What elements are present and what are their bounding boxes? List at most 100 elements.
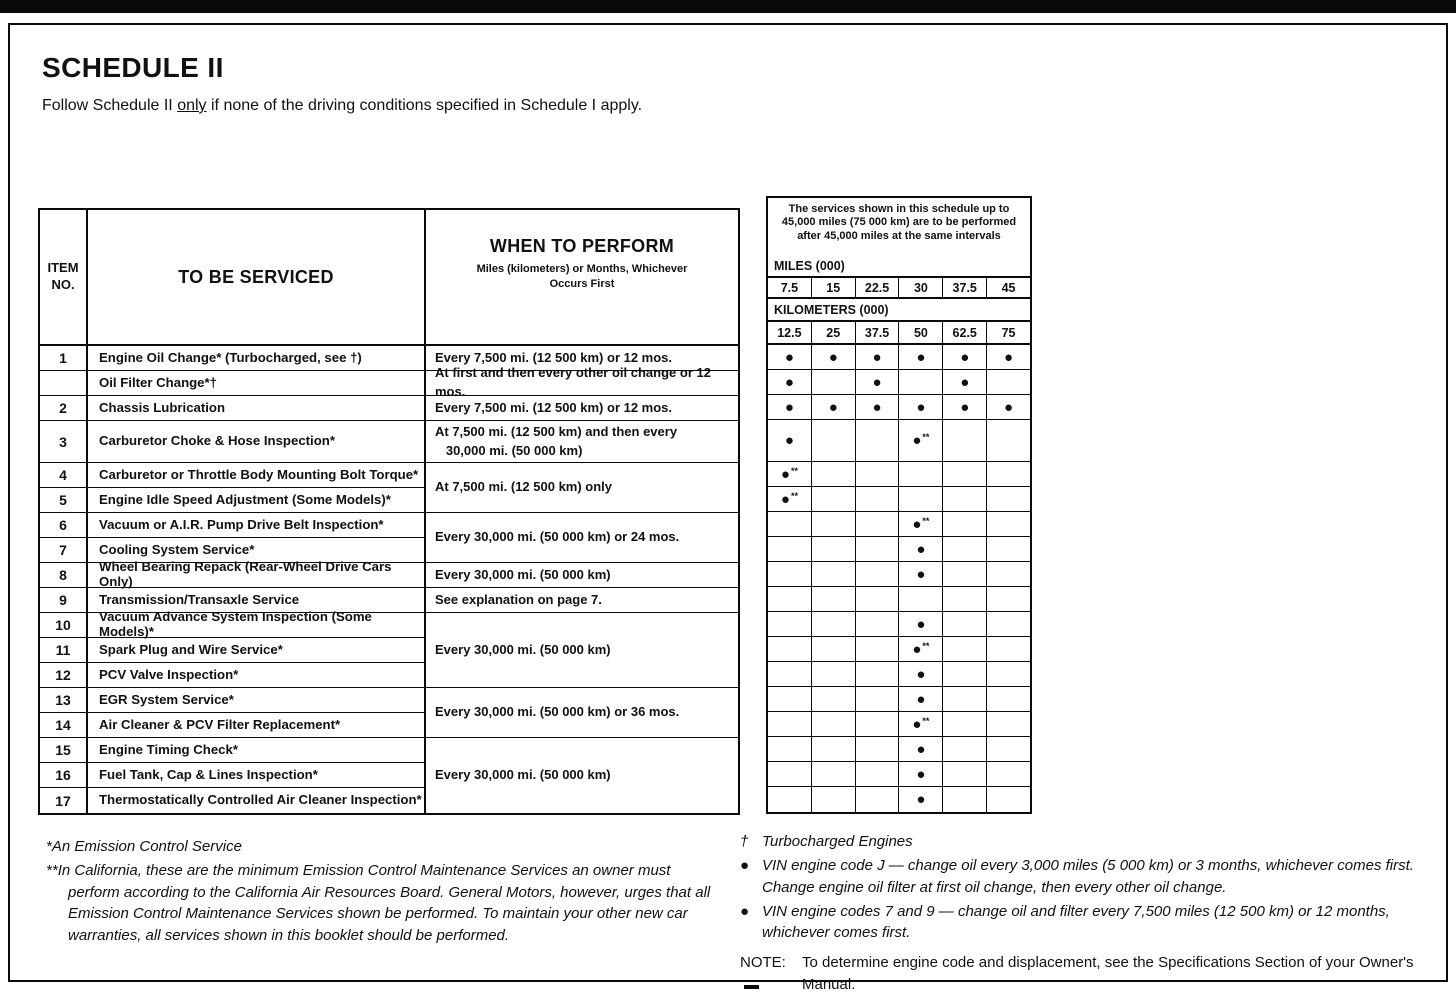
dot-cell xyxy=(812,462,856,486)
service-name-cell: Oil Filter Change*† xyxy=(88,371,426,395)
dot-cell: ● xyxy=(899,345,944,369)
dot-row: ● ** xyxy=(768,712,1030,737)
footnotes-right: † Turbocharged Engines ● VIN engine code J… xyxy=(740,831,1446,992)
dot-cell: ● xyxy=(899,537,944,561)
when-to-perform-cell: See explanation on page 7. xyxy=(426,588,738,613)
dot-cell xyxy=(943,637,988,661)
service-dot-icon: ● xyxy=(916,791,926,808)
service-dot-icon: ● xyxy=(916,348,926,366)
service-dot-icon: ● xyxy=(912,432,922,449)
dot-cell xyxy=(812,762,856,786)
table-row: 4 Carburetor or Throttle Body Mounting Bo… xyxy=(40,463,426,488)
dot-cell: ● ** xyxy=(899,512,944,536)
miles-label: MILES (000) xyxy=(774,258,845,273)
dot-cell xyxy=(856,612,900,636)
double-asterisk-marker: ** xyxy=(922,640,930,651)
dot-cell: ● ** xyxy=(768,487,812,511)
kilometers-value-cell: 75 xyxy=(1001,325,1016,340)
double-asterisk-marker: ** xyxy=(922,515,930,526)
dot-row: ● ** xyxy=(768,487,1030,512)
service-dot-icon: ● xyxy=(916,740,926,758)
service-name-cell: Carburetor or Throttle Body Mounting Bol… xyxy=(88,463,426,487)
service-rows: 1 Engine Oil Change* (Turbocharged, see †… xyxy=(40,346,426,813)
dot-cell xyxy=(812,687,856,711)
table-row: 16 Fuel Tank, Cap & Lines Inspection* xyxy=(40,763,426,788)
dot-cell xyxy=(987,612,1030,636)
service-dot-icon: ● xyxy=(912,640,922,658)
dot-cell: ● xyxy=(943,395,988,419)
dot-cell xyxy=(943,687,988,711)
when-to-perform-cell: Every 30,000 mi. (50 000 km) xyxy=(426,563,738,588)
dot-cell xyxy=(987,512,1030,536)
service-dot-icon: ● xyxy=(916,540,926,558)
kilometers-value-cell: 12.5 xyxy=(768,322,812,343)
footnote-emission: *An Emission Control Service xyxy=(46,836,722,858)
dot-cell xyxy=(856,787,900,812)
dot-cell: ● xyxy=(899,737,944,761)
item-number-cell: 10 xyxy=(40,613,88,637)
item-number-cell: 11 xyxy=(40,638,88,662)
item-number-cell: 12 xyxy=(40,663,88,687)
dot-row: ● xyxy=(768,562,1030,587)
when-to-perform-cell: Every 30,000 mi. (50 000 km) xyxy=(426,613,738,688)
service-dot-icon: ● xyxy=(1004,398,1014,416)
page-title: SCHEDULE II xyxy=(42,52,224,83)
dot-cell xyxy=(856,512,900,536)
dot-cell: ● ** xyxy=(899,637,944,661)
dot-cell: ● xyxy=(899,687,944,711)
dot-row: ● ● ** xyxy=(768,420,1030,462)
note-line: NOTE: To determine engine code and displa… xyxy=(740,952,1446,992)
dot-cell xyxy=(812,662,856,686)
dot-cell: ● xyxy=(899,662,944,686)
item-number-cell: 5 xyxy=(40,488,88,512)
double-asterisk-marker: ** xyxy=(922,715,930,726)
dagger-icon: † xyxy=(740,833,749,850)
miles-value-cell: 15 xyxy=(812,278,856,297)
service-name-cell: Wheel Bearing Repack (Rear-Wheel Drive C… xyxy=(88,560,426,589)
dot-cell: ● xyxy=(899,562,944,586)
dot-row: ● xyxy=(768,737,1030,762)
item-number-cell: 16 xyxy=(40,763,88,787)
dot-cell: ● xyxy=(987,345,1030,369)
service-dot-icon: ● xyxy=(960,398,970,416)
dot-cell xyxy=(812,787,856,812)
dot-cell xyxy=(987,420,1030,461)
dot-cell: ● xyxy=(899,762,944,786)
dot-cell: ● xyxy=(987,395,1030,419)
footnotes-left: *An Emission Control Service **In Califo… xyxy=(46,836,722,949)
dot-cell xyxy=(768,637,812,661)
table-row: 3 Carburetor Choke & Hose Inspection* xyxy=(40,421,426,463)
service-dot-icon: ● xyxy=(912,715,922,733)
dot-cell xyxy=(987,787,1030,812)
header-item-line2: NO. xyxy=(51,277,75,292)
dot-cell xyxy=(812,537,856,561)
dot-cell xyxy=(899,370,944,394)
dot-cell xyxy=(856,487,900,511)
dot-cell xyxy=(856,462,900,486)
footnote-text: Turbocharged Engines xyxy=(762,833,913,850)
header-when-title: WHEN TO PERFORM xyxy=(489,236,675,257)
dot-cell xyxy=(943,462,988,486)
item-number-cell: 14 xyxy=(40,713,88,737)
service-dot-icon: ● xyxy=(916,565,926,583)
dot-cell xyxy=(943,662,988,686)
table-row: 13 EGR System Service* xyxy=(40,688,426,713)
service-name-cell: PCV Valve Inspection* xyxy=(88,663,426,687)
kilometers-value-cell: 62.5 xyxy=(943,322,988,343)
dot-cell xyxy=(812,420,856,461)
dot-cell xyxy=(987,737,1030,761)
footnote-marker: ** xyxy=(46,861,58,879)
dot-cell xyxy=(856,737,900,761)
service-table: ITEM NO. TO BE SERVICED WHEN TO PERFORM … xyxy=(38,208,740,815)
dot-cell: ● xyxy=(856,395,900,419)
dot-cell: ● ** xyxy=(899,712,944,736)
table-row: 15 Engine Timing Check* xyxy=(40,738,426,763)
service-table-header: ITEM NO. TO BE SERVICED WHEN TO PERFORM … xyxy=(38,208,740,346)
when-to-perform-cell: At 7,500 mi. (12 500 km) only xyxy=(426,463,738,513)
dot-row: ● xyxy=(768,762,1030,787)
bullet-icon: ● xyxy=(740,902,750,920)
dot-cell: ● xyxy=(812,395,856,419)
header-item-line1: ITEM xyxy=(47,260,79,276)
dot-row: ● ● ● xyxy=(768,370,1030,395)
